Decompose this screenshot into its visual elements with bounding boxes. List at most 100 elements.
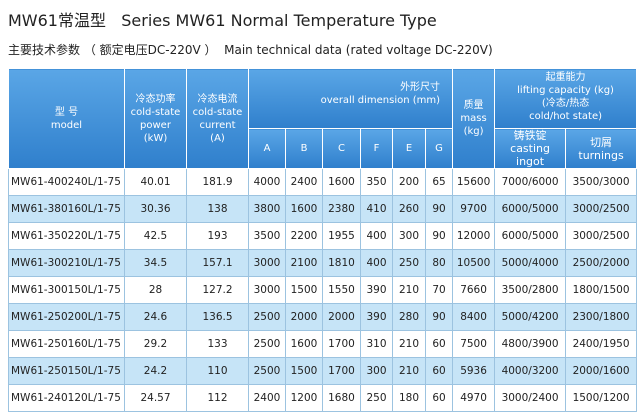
table-cell: 2500 bbox=[248, 330, 286, 358]
table-cell: 2400 bbox=[285, 168, 323, 196]
table-cell: 280 bbox=[392, 303, 426, 331]
table-cell: 70 bbox=[424, 276, 454, 304]
table-cell: 34.5 bbox=[124, 249, 187, 277]
header-text: (A) bbox=[210, 132, 225, 144]
header-cell: 冷态电流 cold-state current (A) bbox=[186, 68, 249, 169]
header-text: 起重能力 bbox=[545, 72, 586, 83]
table-cell: 2000 bbox=[285, 303, 323, 331]
table-cell: 1810 bbox=[322, 249, 361, 277]
table-cell: 2100 bbox=[285, 249, 323, 277]
header-text: 切屑 bbox=[590, 135, 613, 149]
header-text: mass bbox=[460, 113, 487, 124]
header-cell: 冷态功率 cold-state power (kW) bbox=[124, 68, 187, 169]
table-cell: 4800/3900 bbox=[494, 330, 567, 358]
table-cell: 400 bbox=[360, 222, 393, 250]
table-cell: 1600 bbox=[285, 195, 323, 223]
table-cell: 2300/1800 bbox=[565, 303, 638, 331]
table-cell: 2400/1950 bbox=[565, 330, 638, 358]
header-text: current bbox=[199, 119, 236, 131]
table-cell: 60 bbox=[424, 330, 454, 358]
header-text: cold-state bbox=[130, 106, 181, 118]
table-cell: 65 bbox=[424, 168, 454, 196]
table-cell: 3000/2400 bbox=[494, 384, 567, 412]
table-cell: 60 bbox=[424, 357, 454, 385]
table-cell: 9700 bbox=[452, 195, 496, 223]
table-cell: MW61-250150L/1-75 bbox=[8, 357, 125, 385]
table-cell: 2000 bbox=[322, 303, 361, 331]
table-cell: 7660 bbox=[452, 276, 496, 304]
table-cell: 1550 bbox=[322, 276, 361, 304]
table-row: MW61-240120L/1-75 24.57 112 2400 1200 1680 250… bbox=[8, 384, 638, 412]
header-text: E bbox=[405, 143, 413, 154]
header-text: casting ingot bbox=[510, 142, 550, 168]
table-cell: 2380 bbox=[322, 195, 361, 223]
table-row: MW61-300210L/1-75 34.5 157.1 3000 2100 1810 40… bbox=[8, 249, 638, 277]
table-cell: 1600 bbox=[285, 330, 323, 358]
header-cell: 质量 mass (kg) bbox=[452, 68, 496, 169]
table-row: MW61-250160L/1-75 29.2 133 2500 1600 1700 310 2… bbox=[8, 330, 638, 358]
table-cell: 1200 bbox=[285, 384, 323, 412]
table-cell: 5000/4200 bbox=[494, 303, 567, 331]
table-cell: 7500 bbox=[452, 330, 496, 358]
header-text: cold-state bbox=[192, 106, 243, 118]
header-text: (冷态/热态 bbox=[541, 98, 590, 109]
table-cell: 3500 bbox=[248, 222, 286, 250]
header-text: overall dimension (mm) bbox=[320, 95, 441, 106]
table-cell: 4000 bbox=[248, 168, 286, 196]
table-cell: MW61-250160L/1-75 bbox=[8, 330, 125, 358]
table-cell: 3500/3000 bbox=[565, 168, 638, 196]
table-cell: 4970 bbox=[452, 384, 496, 412]
header-text: A bbox=[263, 143, 271, 154]
table-cell: 300 bbox=[392, 222, 426, 250]
table-cell: 136.5 bbox=[186, 303, 249, 331]
table-cell: 24.2 bbox=[124, 357, 187, 385]
header-text: (kg) bbox=[463, 126, 484, 137]
header-text: power bbox=[140, 119, 171, 131]
table-cell: MW61-300210L/1-75 bbox=[8, 249, 125, 277]
header-cell: 铸铁锭 casting ingot bbox=[494, 128, 567, 169]
header-text: 外形尺寸 bbox=[400, 82, 441, 93]
spec-table: 型 号 model 冷态功率 cold-state power (kW) 冷态电流 cold-… bbox=[8, 68, 638, 412]
header-text: lifting capacity (kg) bbox=[517, 85, 614, 96]
header-cell: E bbox=[392, 128, 426, 169]
table-row: MW61-250200L/1-75 24.6 136.5 2500 2000 2000 39… bbox=[8, 303, 638, 331]
header-text: 冷态电流 bbox=[197, 93, 238, 105]
header-text: 型 号 bbox=[54, 106, 79, 118]
table-cell: 1600 bbox=[322, 168, 361, 196]
header-text: G bbox=[435, 143, 443, 154]
table-row: MW61-380160L/1-75 30.36 138 3800 1600 2380 410… bbox=[8, 195, 638, 223]
table-cell: 133 bbox=[186, 330, 249, 358]
table-cell: 90 bbox=[424, 303, 454, 331]
title: MW61常温型 Series MW61 Normal Temperature T… bbox=[8, 11, 437, 30]
header-text: 铸铁锭 bbox=[513, 129, 547, 142]
table-cell: 3000 bbox=[248, 249, 286, 277]
table-cell: 1700 bbox=[322, 357, 361, 385]
table-cell: 90 bbox=[424, 195, 454, 223]
table-row: MW61-350220L/1-75 42.5 193 3500 2200 1955 400 3… bbox=[8, 222, 638, 250]
table-cell: MW61-350220L/1-75 bbox=[8, 222, 125, 250]
table-cell: 80 bbox=[424, 249, 454, 277]
table-cell: 180 bbox=[392, 384, 426, 412]
header-text: model bbox=[50, 119, 83, 131]
table-cell: 2500 bbox=[248, 357, 286, 385]
table-cell: 10500 bbox=[452, 249, 496, 277]
table-cell: MW61-300150L/1-75 bbox=[8, 276, 125, 304]
table-cell: 210 bbox=[392, 330, 426, 358]
header-cell: B bbox=[285, 128, 323, 169]
table-cell: 1680 bbox=[322, 384, 361, 412]
table-cell: 400 bbox=[360, 249, 393, 277]
header-text: cold/hot state) bbox=[529, 111, 603, 122]
table-cell: 193 bbox=[186, 222, 249, 250]
table-cell: 250 bbox=[392, 249, 426, 277]
table-cell: 157.1 bbox=[186, 249, 249, 277]
header-cell: G bbox=[424, 128, 454, 169]
header-cell: 型 号 model bbox=[8, 68, 125, 169]
table-row: MW61-300150L/1-75 28 127.2 3000 1500 1550 390 2… bbox=[8, 276, 638, 304]
header-text: C bbox=[338, 143, 345, 154]
table-cell: 2400 bbox=[248, 384, 286, 412]
table-cell: 2500/2000 bbox=[565, 249, 638, 277]
table-cell: 5000/4000 bbox=[494, 249, 567, 277]
table-cell: 2200 bbox=[285, 222, 323, 250]
table-cell: 1500/1200 bbox=[565, 384, 638, 412]
